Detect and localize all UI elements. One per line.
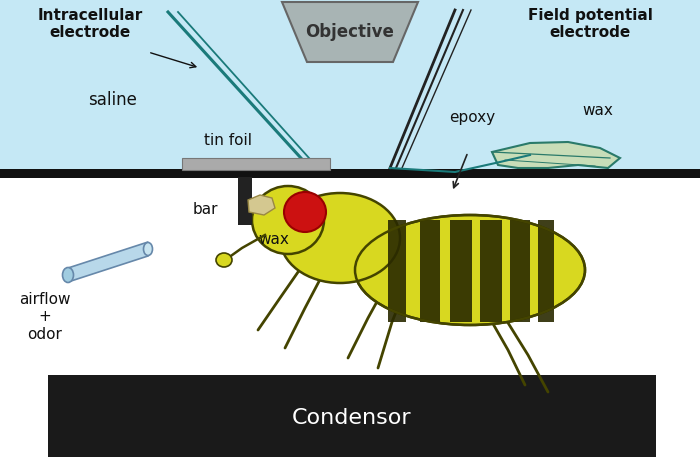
Text: tin foil: tin foil xyxy=(204,133,252,148)
Ellipse shape xyxy=(144,243,153,255)
Polygon shape xyxy=(492,142,620,168)
Ellipse shape xyxy=(216,253,232,267)
Bar xyxy=(450,220,472,322)
Bar xyxy=(538,220,554,322)
Bar xyxy=(420,220,440,322)
Ellipse shape xyxy=(62,267,74,282)
Ellipse shape xyxy=(355,215,585,325)
Bar xyxy=(388,220,406,322)
Bar xyxy=(48,375,656,457)
Polygon shape xyxy=(248,195,275,215)
Text: Condensor: Condensor xyxy=(292,408,412,428)
Polygon shape xyxy=(282,2,418,62)
Text: wax: wax xyxy=(258,232,289,247)
Text: wax: wax xyxy=(582,103,613,118)
Text: saline: saline xyxy=(88,91,137,109)
Text: airflow
+
odor: airflow + odor xyxy=(20,292,71,342)
Ellipse shape xyxy=(280,193,400,283)
Text: Field potential
electrode: Field potential electrode xyxy=(528,8,652,40)
Bar xyxy=(0,0,700,172)
Text: Objective: Objective xyxy=(306,23,394,41)
Ellipse shape xyxy=(284,192,326,232)
Text: bar: bar xyxy=(193,202,218,218)
Ellipse shape xyxy=(252,186,324,254)
Bar xyxy=(480,220,502,322)
Bar xyxy=(510,220,530,322)
Bar xyxy=(238,177,252,225)
Text: epoxy: epoxy xyxy=(449,110,495,125)
Text: Intracellular
electrode: Intracellular electrode xyxy=(37,8,143,40)
Bar xyxy=(0,169,700,178)
Bar xyxy=(182,158,330,170)
Polygon shape xyxy=(68,242,148,282)
